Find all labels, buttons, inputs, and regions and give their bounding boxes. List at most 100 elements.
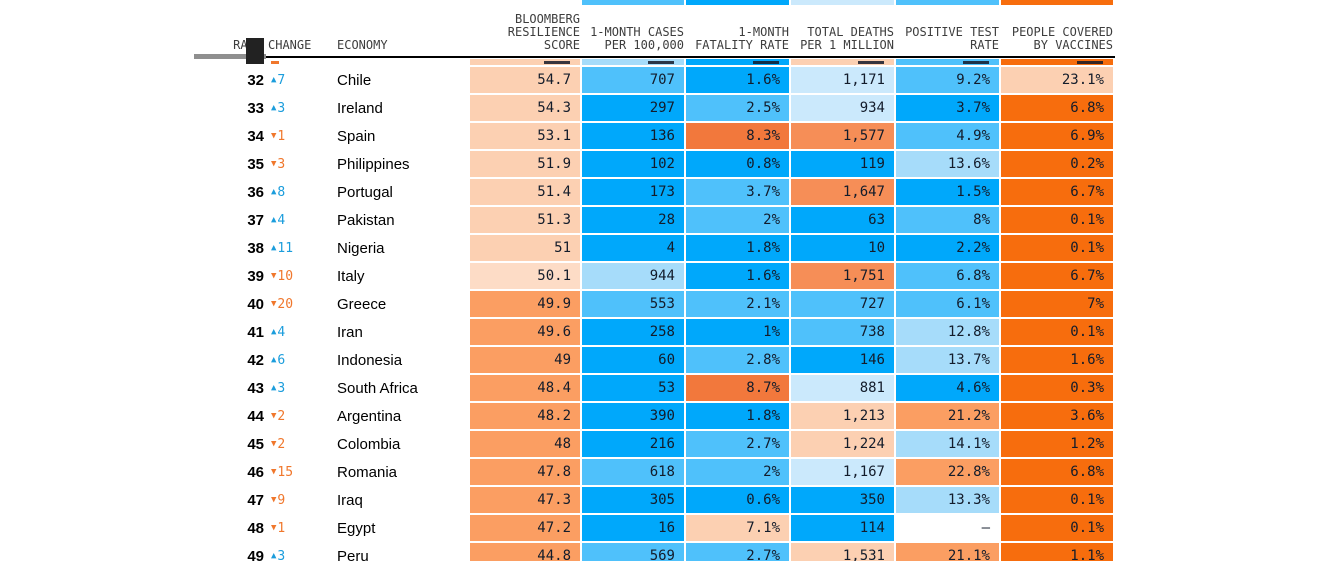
rank-change-value: 1 [277, 128, 286, 144]
value-cell: 22.8% [896, 459, 999, 485]
value-cell: 618 [582, 459, 684, 485]
rank-change-value: 2 [277, 408, 286, 424]
rank-change: ▼ 9 [268, 487, 330, 513]
table-row: 33 ▲ 3 Ireland 54.3 297 2.5% 934 3.7% 6.8% [214, 95, 1115, 121]
table-row: 47 ▼ 9 Iraq 47.3 305 0.6% 350 13.3% 0.1% [214, 487, 1115, 513]
header-underline-notch [194, 54, 266, 59]
economy-name: Indonesia [337, 351, 403, 369]
table-row: 39 ▼ 10 Italy 50.1 944 1.6% 1,751 6.8% 6.7% [214, 263, 1115, 289]
clipped-value-cell [470, 59, 580, 65]
value-cell: 0.3% [1001, 375, 1113, 401]
up-arrow-icon: ▲ [271, 355, 277, 365]
column-header-line: TOTAL DEATHS [807, 25, 894, 39]
value-cell: 47.2 [470, 515, 580, 541]
value-cell: 8% [896, 207, 999, 233]
value-cell: 0.1% [1001, 235, 1113, 261]
header-underline [194, 54, 1115, 59]
table-row: 32 ▲ 7 Chile 54.7 707 1.6% 1,171 9.2% 23.1% [214, 67, 1115, 93]
clipped-cell-sliver [582, 0, 684, 5]
clipped-text-fragment [858, 61, 884, 64]
rank-change: ▲ 3 [268, 375, 330, 401]
up-arrow-icon: ▲ [271, 551, 277, 561]
value-cell: 119 [791, 151, 894, 177]
value-cell: 1,647 [791, 179, 894, 205]
value-cell: 569 [582, 543, 684, 561]
value-cell: 3.6% [1001, 403, 1113, 429]
value-cell: 0.1% [1001, 487, 1113, 513]
value-cell: 21.1% [896, 543, 999, 561]
rank-value: 45 [247, 435, 264, 453]
column-header-line: FATALITY RATE [695, 38, 789, 52]
economy-name: Ireland [337, 99, 383, 117]
value-cell: 173 [582, 179, 684, 205]
value-cell: 6.8% [1001, 459, 1113, 485]
economy-name: Philippines [337, 155, 410, 173]
value-cell: 0.1% [1001, 515, 1113, 541]
rank-value: 34 [247, 127, 264, 145]
economy-name: Egypt [337, 519, 376, 537]
down-arrow-icon: ▼ [271, 411, 277, 421]
clipped-text-fragment [246, 38, 264, 64]
clipped-value-cell [1001, 59, 1113, 65]
economy-name: Iraq [337, 491, 363, 509]
down-arrow-icon: ▼ [271, 131, 277, 141]
table-row: 46 ▼ 15 Romania 47.8 618 2% 1,167 22.8% 6.8% [214, 459, 1115, 485]
value-cell: 49.6 [470, 319, 580, 345]
table-row: 37 ▲ 4 Pakistan 51.3 28 2% 63 8% 0.1% [214, 207, 1115, 233]
column-header-line: PEOPLE COVERED [1011, 25, 1113, 39]
economy-name: Greece [337, 295, 387, 313]
table-body: 32 ▲ 7 Chile 54.7 707 1.6% 1,171 9.2% 23.1% 33 ▲ 3 Ir… [214, 67, 1115, 561]
rank-change-value: 9 [277, 492, 286, 508]
value-cell: 21.2% [896, 403, 999, 429]
value-cell: 1.5% [896, 179, 999, 205]
column-header: TOTAL DEATHS PER 1 MILLION [791, 26, 894, 52]
value-cell: 4.6% [896, 375, 999, 401]
value-cell: 6.7% [1001, 179, 1113, 205]
value-cell: 0.1% [1001, 319, 1113, 345]
value-cell: 146 [791, 347, 894, 373]
rank-change-value: 4 [277, 324, 286, 340]
value-cell: 7% [1001, 291, 1113, 317]
value-cell: 54.3 [470, 95, 580, 121]
economy-name: South Africa [337, 379, 418, 397]
up-arrow-icon: ▲ [271, 103, 277, 113]
value-cell: 53.1 [470, 123, 580, 149]
rank-value: 48 [247, 519, 264, 537]
value-cell: 258 [582, 319, 684, 345]
clipped-text-fragment [544, 61, 570, 64]
value-cell: 6.8% [896, 263, 999, 289]
rank-change-value: 1 [277, 520, 286, 536]
table-header-row: RANKCHANGEECONOMYBLOOMBERGRESILIENCESCOR… [214, 6, 1115, 55]
value-cell: 51.4 [470, 179, 580, 205]
value-cell: 8.7% [686, 375, 789, 401]
down-arrow-icon: ▼ [271, 495, 277, 505]
rank-value: 42 [247, 351, 264, 369]
value-cell: 49 [470, 347, 580, 373]
value-cell: 54.7 [470, 67, 580, 93]
column-header-line: BLOOMBERG [514, 12, 580, 26]
table-row: 48 ▼ 1 Egypt 47.2 16 7.1% 114–0.1% [214, 515, 1115, 541]
clipped-text-fragment [1077, 61, 1103, 64]
column-header-economy: ECONOMY [337, 38, 388, 52]
value-cell: 2.1% [686, 291, 789, 317]
value-cell: 1,167 [791, 459, 894, 485]
value-cell: 0.6% [686, 487, 789, 513]
table-row: 38 ▲ 11 Nigeria 51 4 1.8% 10 2.2% 0.1% [214, 235, 1115, 261]
value-cell: 1.6% [686, 263, 789, 289]
value-cell: 47.3 [470, 487, 580, 513]
value-cell: 2% [686, 207, 789, 233]
value-cell: 707 [582, 67, 684, 93]
rank-value: 49 [247, 547, 264, 561]
value-cell: 553 [582, 291, 684, 317]
value-cell: 944 [582, 263, 684, 289]
rank-change: ▲ 6 [268, 347, 330, 373]
value-cell: 1% [686, 319, 789, 345]
value-cell: 50.1 [470, 263, 580, 289]
rank-change-value: 6 [277, 352, 286, 368]
column-header-line: RESILIENCE [507, 25, 580, 39]
value-cell: 2% [686, 459, 789, 485]
value-cell: 48.2 [470, 403, 580, 429]
clipped-row-below-header [214, 38, 1115, 65]
rank-value: 33 [247, 99, 264, 117]
